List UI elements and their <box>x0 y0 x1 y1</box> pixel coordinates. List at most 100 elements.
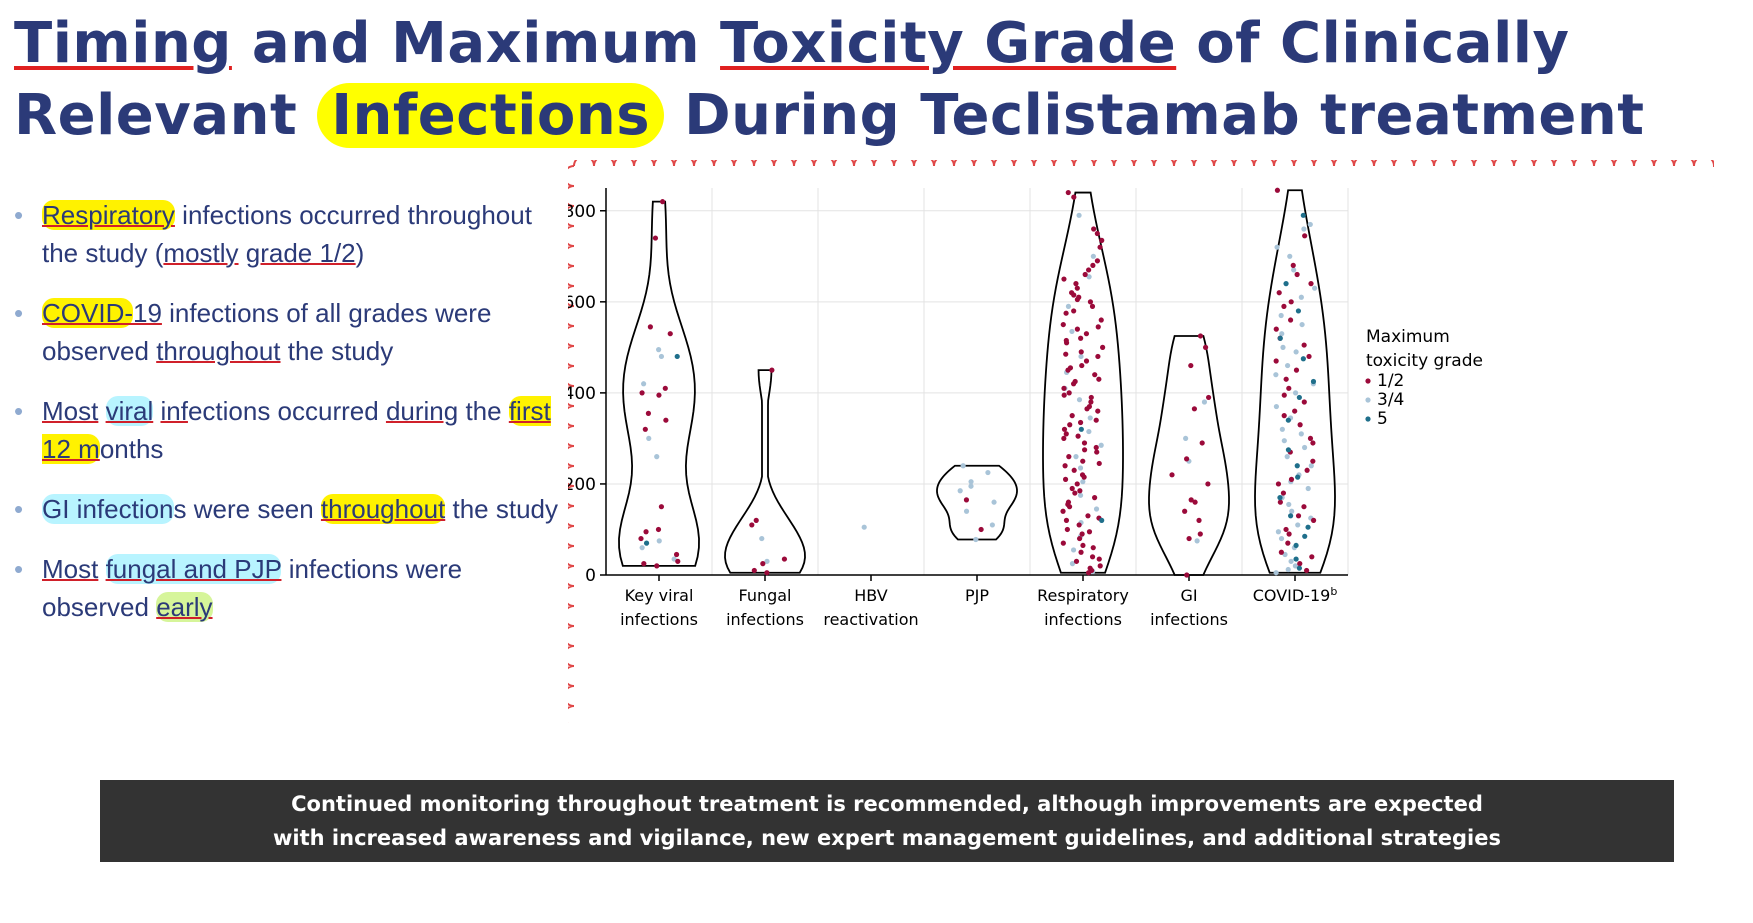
data-point <box>1286 385 1292 391</box>
data-point <box>645 410 652 416</box>
data-point <box>1288 317 1294 323</box>
x-tick-label: Key viral <box>625 586 694 605</box>
data-point <box>1098 317 1104 323</box>
data-point <box>1082 271 1088 278</box>
data-point <box>1072 378 1078 385</box>
bullet-text: the study <box>445 494 558 524</box>
bullet-text: ections occurred <box>187 396 386 426</box>
data-point <box>1075 433 1081 439</box>
chart-frame: 0200400600800Infection onset time, study… <box>568 160 1714 723</box>
title-highlight-infections: Infections <box>317 83 665 148</box>
data-point <box>1288 476 1295 482</box>
data-point <box>1202 344 1209 350</box>
data-point <box>1076 397 1083 403</box>
data-point <box>662 385 668 391</box>
data-point <box>1277 499 1283 505</box>
data-point <box>659 199 666 205</box>
data-point <box>638 535 644 542</box>
data-point <box>639 545 645 551</box>
y-tick-label: 0 <box>585 566 596 586</box>
underlined-text: throughout <box>156 336 281 366</box>
data-point <box>1299 321 1305 328</box>
data-point <box>1071 194 1077 200</box>
data-point <box>643 540 650 546</box>
data-point <box>1071 467 1077 473</box>
data-point <box>1074 481 1080 487</box>
title-text: and Maximum <box>231 11 721 76</box>
data-point <box>1096 376 1102 382</box>
highlight-text: throughout <box>320 494 446 524</box>
underlined-text: inf <box>160 396 188 426</box>
data-point <box>1090 545 1096 551</box>
data-point <box>957 488 963 494</box>
data-point <box>1273 372 1279 378</box>
data-point <box>1093 417 1099 423</box>
data-point <box>1292 563 1298 569</box>
data-point <box>1095 408 1101 414</box>
y-tick-label: 600 <box>568 293 596 313</box>
data-point <box>1061 276 1067 282</box>
data-point <box>1086 267 1092 273</box>
data-point <box>1061 385 1067 391</box>
data-point <box>1300 356 1306 362</box>
data-point <box>1285 417 1291 423</box>
data-point <box>1277 335 1283 341</box>
x-tick-label: GI <box>1180 586 1197 605</box>
violin-outline <box>1148 335 1230 576</box>
data-point <box>1310 378 1317 385</box>
data-point <box>1080 458 1086 464</box>
data-point <box>1289 508 1295 514</box>
data-point <box>1286 501 1292 508</box>
data-point <box>1071 292 1077 298</box>
banner-line-1: Continued monitoring throughout treatmen… <box>291 792 1483 816</box>
data-point <box>1063 431 1069 437</box>
x-tick-label: infections <box>620 610 698 629</box>
data-point <box>1302 233 1308 239</box>
data-point <box>1308 281 1314 287</box>
data-point <box>1294 463 1300 469</box>
data-point <box>1307 435 1314 442</box>
data-point <box>1273 570 1279 576</box>
underlined-text: 19 <box>133 298 162 328</box>
data-point <box>1060 321 1066 328</box>
x-tick-label-superscript: b <box>1330 585 1337 598</box>
data-point <box>1188 362 1194 369</box>
legend-title: toxicity grade <box>1366 351 1483 371</box>
data-point <box>1295 308 1302 314</box>
title-word-toxicity-grade: Toxicity Grade <box>720 11 1177 76</box>
data-point <box>656 538 662 544</box>
data-point <box>1192 499 1198 505</box>
data-point <box>1288 299 1294 305</box>
data-point <box>1201 399 1208 405</box>
data-point <box>1071 308 1077 314</box>
data-point <box>1077 488 1083 494</box>
data-point <box>1063 351 1069 357</box>
highlight-text: viral <box>105 396 154 426</box>
data-point <box>1279 331 1285 337</box>
underlined-text: during <box>385 396 459 426</box>
data-point <box>1061 392 1067 398</box>
data-point <box>1169 472 1175 478</box>
bullet-item: Most viral infections occurred during th… <box>14 392 574 468</box>
data-point <box>1073 454 1079 460</box>
data-point <box>1288 513 1294 519</box>
data-point <box>1079 531 1085 537</box>
bullet-text <box>239 238 246 268</box>
data-point <box>1184 572 1190 578</box>
data-point <box>1278 312 1284 319</box>
y-tick-label: 200 <box>568 475 596 495</box>
data-point <box>1298 431 1304 437</box>
data-point <box>1283 376 1289 382</box>
data-point <box>1096 556 1102 562</box>
data-point <box>643 529 649 535</box>
data-point <box>1295 522 1301 528</box>
data-point <box>1076 212 1082 218</box>
data-point <box>1273 358 1279 364</box>
data-point <box>1085 513 1091 519</box>
data-point <box>1081 447 1088 453</box>
data-point <box>1312 285 1318 291</box>
data-point <box>749 522 755 528</box>
data-point <box>1292 390 1299 396</box>
data-point <box>1277 495 1283 501</box>
data-point <box>1281 392 1287 398</box>
